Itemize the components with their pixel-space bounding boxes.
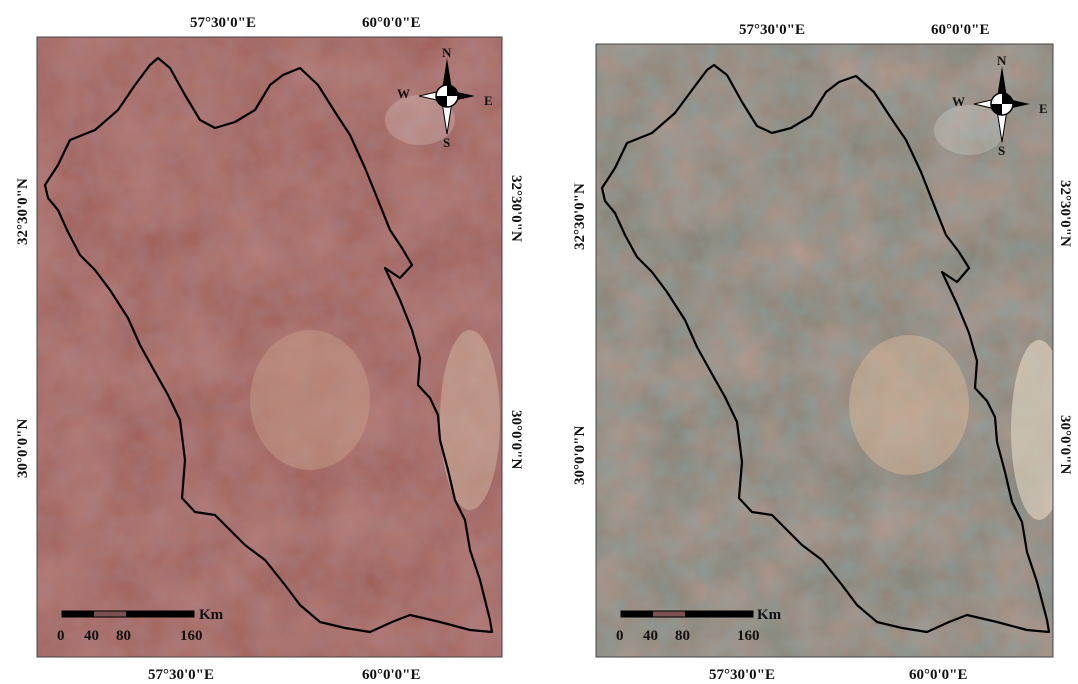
top-longitude-label-1: 57°30'0"E	[739, 22, 805, 38]
compass-n: N	[997, 53, 1007, 68]
left-latitude-label-2: 30°0'0"N	[572, 426, 588, 485]
compass-s: S	[998, 143, 1005, 158]
watershed-boundary-right	[600, 63, 1051, 634]
compass-e: E	[1039, 101, 1048, 116]
left-latitude-label-1: 32°30'0"N	[15, 178, 31, 245]
left-map-svg: 57°30'0"E 60°0'0"E 57°30'0"E 60°0'0"E 32…	[15, 15, 524, 683]
compass-s: S	[443, 135, 450, 150]
scale-unit: Km	[757, 607, 782, 623]
scale-tick-0: 0	[57, 628, 65, 644]
scale-tick-0: 0	[616, 628, 624, 644]
right-latitude-label-2: 30°0'0"N	[508, 410, 524, 469]
left-latitude-label-2: 30°0'0"N	[15, 419, 31, 478]
left-map-panel: 57°30'0"E 60°0'0"E 57°30'0"E 60°0'0"E 32…	[15, 15, 524, 683]
bottom-longitude-label-1: 57°30'0"E	[148, 667, 214, 683]
right-latitude-label-1: 32°30'0"N	[1057, 180, 1073, 247]
satellite-image-right	[596, 44, 1053, 657]
right-latitude-label-1: 32°30'0"N	[508, 175, 524, 242]
scale-tick-40: 40	[84, 628, 99, 644]
scale-unit: Km	[199, 607, 224, 623]
scale-tick-160: 160	[737, 628, 760, 644]
compass-n: N	[442, 45, 452, 60]
watershed-boundary-left	[43, 56, 494, 634]
compass-e: E	[484, 93, 493, 108]
top-longitude-label-1: 57°30'0"E	[190, 15, 256, 31]
bottom-longitude-label-2: 60°0'0"E	[909, 667, 968, 683]
top-longitude-label-2: 60°0'0"E	[362, 15, 421, 31]
bottom-longitude-label-2: 60°0'0"E	[362, 667, 421, 683]
scale-tick-160: 160	[180, 628, 203, 644]
compass-w: W	[397, 86, 410, 101]
scale-tick-40: 40	[643, 628, 658, 644]
scale-bar: Km 0 40 80 160	[616, 607, 782, 644]
right-latitude-label-2: 30°0'0"N	[1057, 415, 1073, 474]
north-arrow-icon: N S E W	[397, 45, 493, 150]
compass-w: W	[952, 94, 965, 109]
left-latitude-label-1: 32°30'0"N	[572, 183, 588, 250]
right-map-panel: 57°30'0"E 60°0'0"E 57°30'0"E 60°0'0"E 32…	[539, 0, 1078, 684]
right-map-svg: 57°30'0"E 60°0'0"E 57°30'0"E 60°0'0"E 32…	[572, 22, 1073, 683]
scale-bar: Km 0 40 80 160	[57, 607, 224, 644]
satellite-image-left	[37, 37, 502, 657]
top-longitude-label-2: 60°0'0"E	[931, 22, 990, 38]
north-arrow-icon: N S E W	[952, 53, 1048, 158]
bottom-longitude-label-1: 57°30'0"E	[709, 667, 775, 683]
scale-tick-80: 80	[116, 628, 131, 644]
scale-tick-80: 80	[675, 628, 690, 644]
